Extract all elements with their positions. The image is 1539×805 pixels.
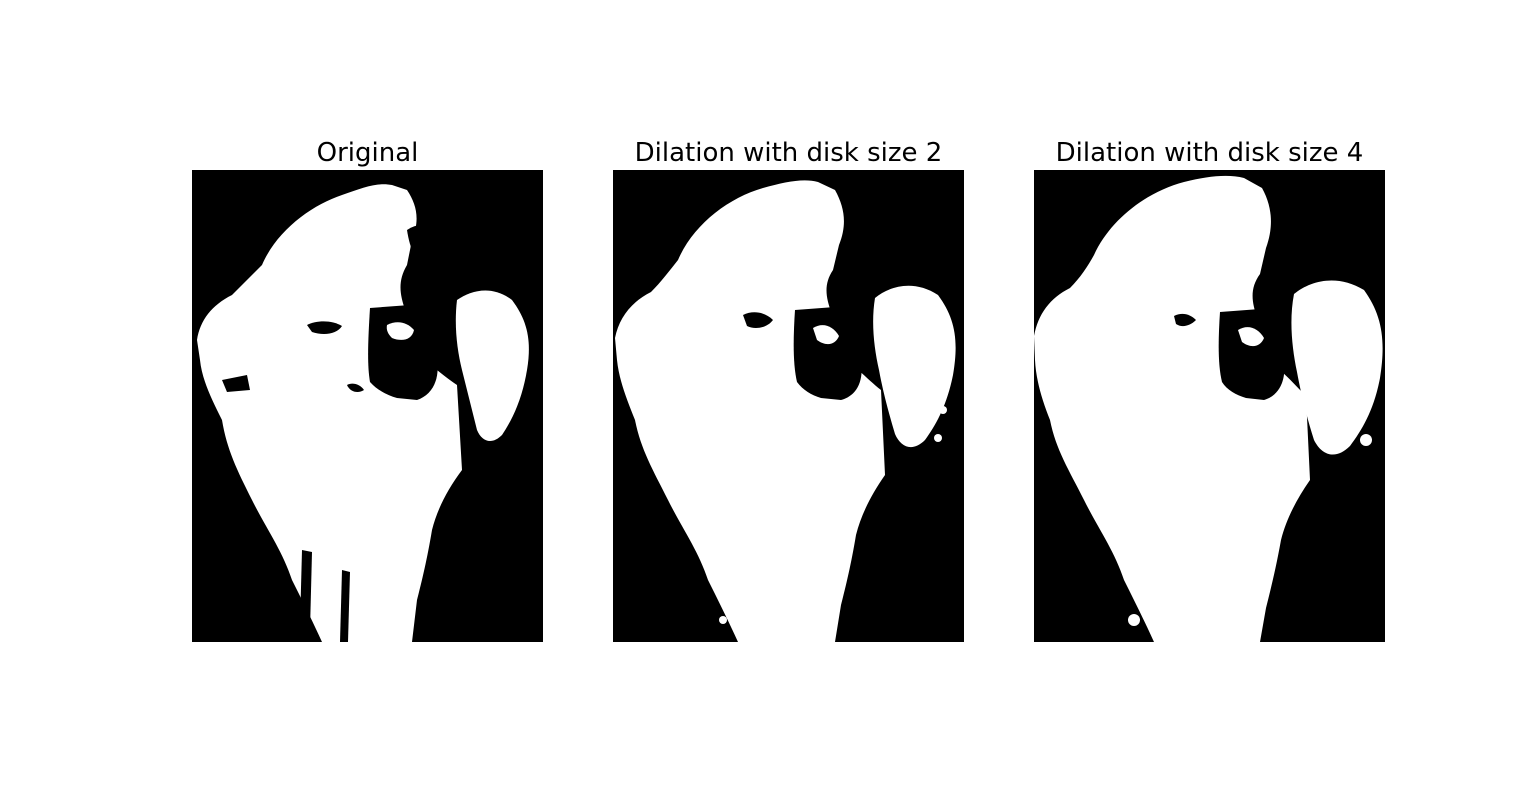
binary-portrait-dilation-2 bbox=[613, 170, 964, 642]
portrait-silhouette-original bbox=[192, 170, 543, 642]
binary-portrait-dilation-4 bbox=[1034, 170, 1385, 642]
portrait-silhouette-dilation-4 bbox=[1034, 170, 1385, 642]
portrait-silhouette-dilation-2 bbox=[613, 170, 964, 642]
panel-title-dilation-4: Dilation with disk size 4 bbox=[1055, 138, 1364, 168]
panel-title-dilation-2: Dilation with disk size 2 bbox=[634, 138, 943, 168]
binary-portrait-original bbox=[192, 170, 543, 642]
panel-title-original: Original bbox=[316, 138, 419, 168]
